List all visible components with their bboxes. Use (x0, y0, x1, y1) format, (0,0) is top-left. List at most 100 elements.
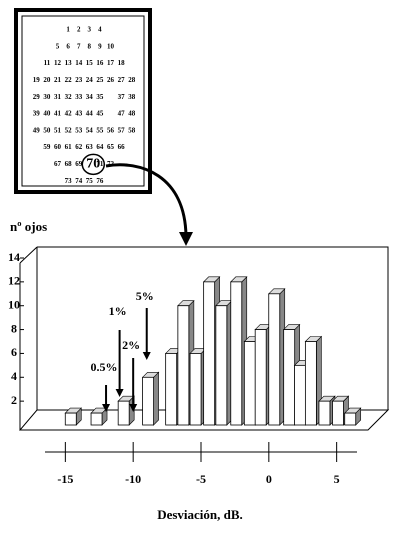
inset-number: 37 (118, 93, 126, 101)
bar (294, 364, 306, 426)
bar (142, 376, 154, 426)
inset-number: 49 (33, 126, 41, 134)
bar (230, 281, 243, 426)
inset-frame (14, 8, 152, 194)
inset-number: 67 (54, 160, 62, 168)
inset-number: 30 (43, 93, 51, 101)
inset-number: 4 (98, 26, 102, 34)
x-tick-label: 5 (334, 472, 340, 486)
annotation-label: 1% (109, 304, 127, 318)
x-tick-label: -5 (196, 472, 206, 486)
bar (215, 305, 228, 426)
back-panel (37, 246, 389, 410)
inset-number: 41 (54, 110, 62, 118)
bar (90, 412, 103, 426)
inset-number: 20 (43, 76, 51, 84)
annotation-arrow-head (142, 352, 151, 360)
inset-number: 25 (96, 76, 104, 84)
inset-number: 62 (75, 143, 83, 151)
inset-number: 60 (54, 143, 62, 151)
floor (18, 409, 390, 431)
inset-number: 2 (77, 26, 81, 34)
inset-number: 23 (75, 76, 83, 84)
inset-number: 44 (86, 110, 94, 118)
inset-number: 34 (86, 93, 94, 101)
highlight-circle (81, 153, 106, 176)
annotation-label: 0.5% (91, 360, 118, 374)
bar (177, 305, 190, 426)
inset-number: 13 (65, 59, 73, 67)
y-tick-label: 4 (11, 369, 17, 383)
inset-number: 8 (88, 42, 92, 50)
inset-number: 21 (54, 76, 62, 84)
inset-number: 10 (107, 42, 115, 50)
bar (304, 341, 317, 426)
annotation-label: 5% (136, 289, 154, 303)
y-tick-label: 12 (8, 274, 20, 288)
bar (165, 353, 178, 426)
bar-side (153, 371, 159, 426)
inset-number: 72 (107, 160, 115, 168)
inset-number: 45 (96, 110, 104, 118)
y-axis-label: nº ojos (10, 219, 47, 234)
inset-inner-frame (21, 15, 145, 187)
inset-number: 35 (96, 93, 104, 101)
inset-number: 66 (118, 143, 126, 151)
x-axis-label: Desviación, dB. (157, 507, 243, 522)
inset-number: 22 (65, 76, 73, 84)
annotation-arrow-head (115, 389, 124, 397)
y-tick-label: 6 (11, 345, 17, 359)
inset-number: 57 (118, 126, 126, 134)
bar (203, 281, 216, 426)
inset-number: 24 (86, 76, 94, 84)
arrow-head (179, 232, 193, 246)
bar (64, 412, 77, 426)
bar (283, 329, 296, 426)
inset-number: 74 (75, 177, 83, 185)
inset-number: 58 (128, 126, 136, 134)
inset-number: 12 (54, 59, 62, 67)
inset-number: 18 (118, 59, 126, 67)
inset-number: 27 (118, 76, 126, 84)
inset-number: 9 (98, 42, 102, 50)
y-tick-label: 10 (8, 297, 20, 311)
inset-number: 47 (118, 110, 126, 118)
inset-number: 61 (65, 143, 73, 151)
x-tick-label: -10 (125, 472, 141, 486)
inset-number: 50 (43, 126, 51, 134)
inset-number: 42 (65, 110, 73, 118)
inset-number: 31 (54, 93, 62, 101)
inset-number: 69 (75, 160, 83, 168)
inset-number: 28 (128, 76, 136, 84)
inset-number: 16 (96, 59, 104, 67)
bar (268, 293, 281, 426)
inset-number: 26 (107, 76, 115, 84)
connector-arrow (105, 163, 188, 237)
inset-number: 63 (86, 143, 94, 151)
inset-number: 33 (75, 93, 83, 101)
inset-number: 54 (86, 126, 94, 134)
inset-number: 43 (75, 110, 83, 118)
inset-number: 52 (65, 126, 73, 134)
inset-number: 5 (56, 42, 60, 50)
y-tick-label: 14 (8, 250, 20, 264)
inset-number: 7 (77, 42, 81, 50)
bar (318, 400, 331, 426)
inset-number: 64 (96, 143, 104, 151)
inset-number: 6 (66, 42, 70, 50)
inset-number: 55 (96, 126, 104, 134)
inset-number: 53 (75, 126, 83, 134)
inset-number: 51 (54, 126, 62, 134)
inset-number: 40 (43, 110, 51, 118)
bar (254, 329, 267, 426)
x-tick-label: 0 (266, 472, 272, 486)
bar (243, 341, 256, 426)
box-edge (19, 246, 38, 264)
bar (189, 353, 202, 426)
inset-number: 1 (66, 26, 70, 34)
inset-number: 14 (75, 59, 83, 67)
inset-number: 68 (65, 160, 73, 168)
inset-number: 19 (33, 76, 41, 84)
inset-number: 15 (86, 59, 94, 67)
